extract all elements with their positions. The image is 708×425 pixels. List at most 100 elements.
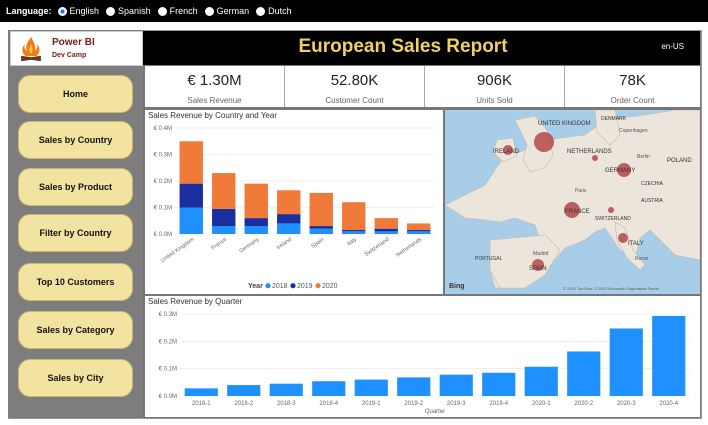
- bar-segment: [374, 231, 398, 234]
- map-bubble-switzerland: [608, 207, 614, 213]
- campfire-icon: [20, 37, 42, 61]
- map-label-netherlands: NETHERLANDS: [567, 149, 612, 155]
- y-tick-label: € 0.2M: [159, 339, 177, 345]
- x-tick-label: 2020-2: [574, 401, 593, 407]
- bar-segment: [309, 228, 333, 234]
- language-option-dutch[interactable]: Dutch: [256, 6, 292, 16]
- nav-button-top-10-customers[interactable]: Top 10 Customers: [18, 263, 133, 301]
- bar-segment: [212, 226, 236, 234]
- bar: [354, 379, 388, 396]
- y-tick-label: € 0.4M: [154, 126, 172, 132]
- bar-segment: [179, 183, 203, 208]
- nav-button-sales-by-product[interactable]: Sales by Product: [18, 168, 133, 206]
- map-label-madrid: Madrid: [533, 251, 549, 257]
- x-tick-label: 2019-3: [447, 401, 466, 407]
- nav-button-sales-by-city[interactable]: Sales by City: [18, 359, 133, 397]
- y-tick-label: € 0.0M: [159, 394, 177, 400]
- nav-button-home[interactable]: Home: [18, 75, 133, 113]
- nav-button-sales-by-category[interactable]: Sales by Category: [18, 311, 133, 349]
- bar: [269, 383, 303, 396]
- map-label-austria: AUSTRIA: [641, 198, 663, 204]
- kpi-order-count: 78K Order Count: [565, 66, 700, 107]
- map-label-italy: ITALY: [628, 241, 644, 247]
- y-tick-label: € 0.3M: [154, 153, 172, 159]
- y-tick-label: € 0.1M: [154, 206, 172, 212]
- x-tick-label: 2018-4: [319, 401, 338, 407]
- bar: [652, 315, 686, 396]
- bar-segment: [277, 223, 301, 234]
- radio-icon[interactable]: [106, 6, 116, 16]
- map-label-spain: SPAIN: [529, 266, 547, 272]
- map-label-denmark: DENMARK: [601, 116, 627, 122]
- bar-segment: [374, 218, 398, 229]
- kpi-label: Customer Count: [325, 96, 384, 105]
- map-bubble-italy: [618, 233, 628, 243]
- language-label: Language:: [6, 6, 52, 16]
- kpi-units-sold: 906K Units Sold: [425, 66, 565, 107]
- language-option-english[interactable]: English: [57, 6, 99, 16]
- europe-map[interactable]: UNITED KINGDOM IRELAND NETHERLANDS GERMA…: [445, 110, 700, 294]
- nav-button-filter-by-country[interactable]: Filter by Country: [18, 214, 133, 252]
- bar: [312, 381, 346, 396]
- x-tick-label: 2018-2: [234, 401, 253, 407]
- map-label-united-kingdom: UNITED KINGDOM: [538, 121, 591, 127]
- language-option-german[interactable]: German: [204, 6, 249, 16]
- bar-segment: [244, 226, 268, 234]
- map-label-switzerland: SWITZERLAND: [595, 216, 631, 222]
- map-bubble-spain: [532, 259, 544, 271]
- bing-logo: Bing: [449, 283, 465, 290]
- x-tick-label: Switzerland: [364, 237, 391, 258]
- legend-label: 2018: [272, 283, 288, 290]
- kpi-label: Units Sold: [476, 96, 513, 105]
- nav-button-sales-by-country[interactable]: Sales by Country: [18, 121, 133, 159]
- radio-icon[interactable]: [256, 6, 266, 16]
- map-label-portugal: PORTUGAL: [475, 256, 503, 262]
- quarter-chart-panel: Sales Revenue by Quarter € 0.0M € 0.1M € 0…: [145, 296, 700, 417]
- map-label-copenhagen: Copenhagen: [619, 128, 648, 134]
- x-axis-label: Quarter: [425, 409, 445, 415]
- bar: [439, 374, 473, 396]
- y-tick-label: € 0.0M: [154, 232, 172, 238]
- y-tick-label: € 0.1M: [159, 367, 177, 373]
- radio-icon[interactable]: [157, 6, 167, 16]
- logo-subtitle: Dev Camp: [52, 52, 87, 59]
- language-bar: Language: English Spanish French German …: [0, 0, 708, 22]
- map-label-czechia: CZECHIA: [641, 181, 664, 187]
- map-bubble-ireland: [503, 145, 513, 155]
- radio-icon[interactable]: [204, 6, 214, 16]
- kpi-label: Sales Revenue: [187, 96, 242, 105]
- bar-segment: [407, 223, 431, 231]
- radio-checked-icon[interactable]: [57, 6, 67, 16]
- language-option-french[interactable]: French: [157, 6, 198, 16]
- y-tick-label: € 0.3M: [159, 312, 177, 318]
- x-tick-label: Spain: [310, 237, 325, 250]
- map-bubble-france: [564, 202, 580, 218]
- page-title: European Sales Report: [298, 36, 508, 57]
- quarter-chart: € 0.0M € 0.1M € 0.2M € 0.3M 2018-1 2018-2 2018…: [159, 312, 690, 415]
- bar-segment: [244, 218, 268, 227]
- x-tick-label: 2019-1: [362, 401, 381, 407]
- map-bubble-uk: [534, 132, 554, 152]
- bar-segment: [407, 231, 431, 234]
- legend-label: 2020: [322, 283, 338, 290]
- x-tick-label: 2018-3: [277, 401, 296, 407]
- legend-title: Year: [248, 283, 263, 290]
- bar-segment: [179, 207, 203, 234]
- map-land-uk: [514, 115, 554, 173]
- x-tick-label: United Kingdom: [160, 236, 196, 264]
- country-year-chart: € 0.0M € 0.1M € 0.2M € 0.3M € 0.4M United Kin…: [154, 126, 435, 290]
- map-label-germany: GERMANY: [605, 168, 635, 174]
- language-option-spanish[interactable]: Spanish: [106, 6, 151, 16]
- kpi-sales-revenue: € 1.30M Sales Revenue: [145, 66, 285, 107]
- bar-segment: [309, 192, 333, 227]
- map-label-ireland: IRELAND: [493, 149, 520, 155]
- kpi-value: 78K: [619, 72, 646, 89]
- locale-label: en-US: [661, 42, 684, 51]
- y-tick-label: € 0.2M: [154, 179, 172, 185]
- x-tick-label: Germany: [238, 237, 260, 255]
- map-bubble-netherlands: [592, 155, 598, 161]
- map-canvas[interactable]: UNITED KINGDOM IRELAND NETHERLANDS GERMA…: [445, 110, 700, 294]
- bar-segment: [179, 141, 203, 184]
- x-tick-label: 2019-2: [404, 401, 423, 407]
- logo: Power BI Dev Camp: [10, 31, 143, 66]
